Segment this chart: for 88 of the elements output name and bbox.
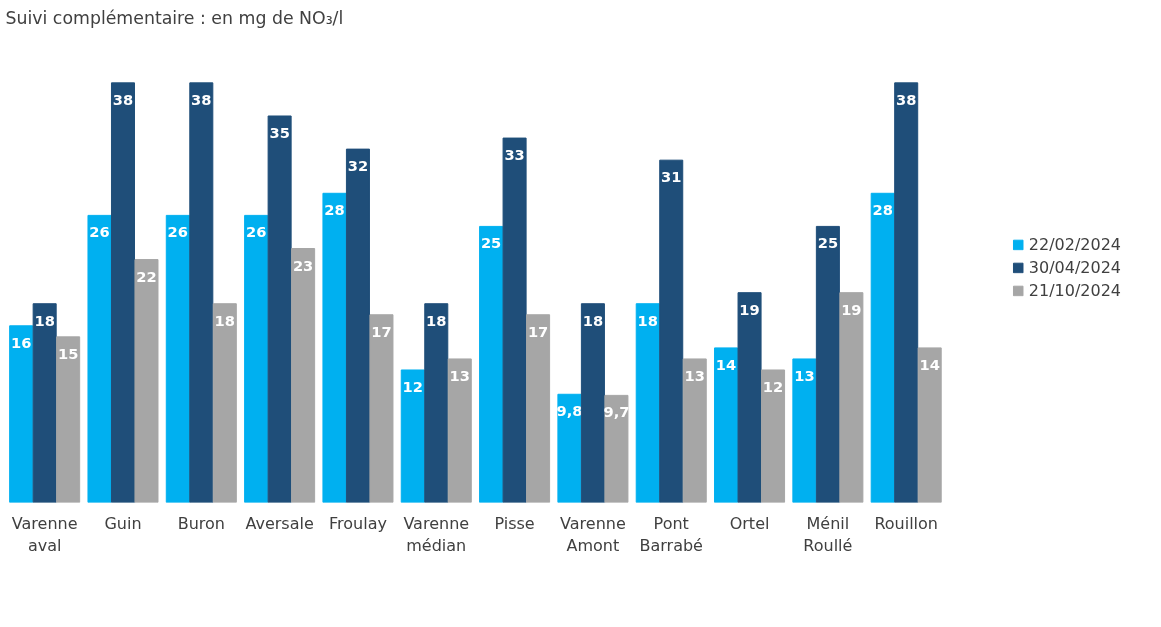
bar bbox=[502, 137, 527, 503]
data-label: 12 bbox=[762, 377, 784, 395]
data-label: 9,7 bbox=[603, 403, 630, 421]
bar bbox=[682, 358, 707, 503]
bar bbox=[291, 248, 316, 503]
data-label: 13 bbox=[794, 366, 815, 384]
data-label: 23 bbox=[292, 256, 314, 274]
bar bbox=[894, 82, 919, 503]
bar bbox=[761, 369, 786, 503]
bar bbox=[56, 336, 81, 503]
data-label: 13 bbox=[684, 366, 705, 384]
x-tick-label: Varenne médian bbox=[403, 513, 470, 556]
bar bbox=[557, 393, 582, 503]
data-label: 18 bbox=[426, 311, 447, 329]
data-label: 14 bbox=[715, 355, 737, 373]
bar bbox=[604, 394, 629, 503]
x-tick-label: Aversale bbox=[245, 513, 314, 533]
data-label: 26 bbox=[245, 223, 267, 241]
data-label: 38 bbox=[896, 90, 917, 108]
data-label: 18 bbox=[582, 311, 604, 329]
bar bbox=[400, 369, 425, 503]
bar bbox=[635, 303, 660, 503]
bar bbox=[134, 259, 159, 503]
data-label: 38 bbox=[112, 90, 134, 108]
data-label: 26 bbox=[89, 223, 110, 241]
data-label: 13 bbox=[449, 366, 470, 384]
x-tick-label: Froulay bbox=[328, 513, 387, 533]
data-label: 31 bbox=[661, 168, 682, 186]
data-label: 9,8 bbox=[556, 402, 583, 420]
data-label: 12 bbox=[402, 377, 423, 395]
bar bbox=[815, 225, 840, 503]
bar bbox=[580, 303, 605, 503]
x-tick-label: Buron bbox=[177, 513, 225, 533]
bar bbox=[345, 148, 370, 503]
bar bbox=[737, 292, 762, 503]
data-label: 15 bbox=[57, 344, 79, 362]
data-label: 18 bbox=[34, 311, 55, 329]
bar bbox=[424, 303, 449, 503]
data-label: 28 bbox=[324, 201, 345, 219]
data-label: 25 bbox=[817, 234, 839, 252]
data-label: 14 bbox=[919, 355, 940, 373]
data-label: 22 bbox=[136, 267, 157, 285]
bar bbox=[839, 292, 864, 503]
x-tick-label: Varenne aval bbox=[11, 513, 78, 556]
legend-label: 22/02/2024 bbox=[1028, 234, 1121, 254]
bar bbox=[792, 358, 817, 503]
x-tick-label: Rouillon bbox=[874, 513, 938, 533]
data-label: 16 bbox=[10, 333, 32, 351]
bar bbox=[322, 192, 347, 503]
bar bbox=[267, 115, 292, 503]
legend-label: 30/04/2024 bbox=[1028, 257, 1121, 277]
data-label: 17 bbox=[527, 322, 549, 340]
bar bbox=[244, 214, 269, 503]
bar bbox=[9, 325, 34, 503]
x-tick-label: Ménil Roullé bbox=[803, 513, 853, 556]
chart-title: Suivi complémentaire : en mg de NO₃/l bbox=[5, 7, 344, 28]
x-tick-label: Varenne Amont bbox=[560, 513, 626, 556]
data-label: 32 bbox=[347, 157, 369, 175]
data-label: 17 bbox=[371, 322, 392, 340]
bar bbox=[659, 159, 684, 503]
bar bbox=[189, 82, 214, 503]
data-label: 35 bbox=[269, 123, 290, 141]
data-label: 26 bbox=[167, 223, 189, 241]
bar bbox=[87, 214, 112, 503]
bar bbox=[714, 347, 739, 503]
x-tick-label: Pont Barrabé bbox=[639, 513, 703, 556]
bar bbox=[369, 314, 394, 503]
x-tick-label: Ortel bbox=[729, 513, 770, 533]
bar bbox=[212, 303, 237, 503]
data-label: 18 bbox=[214, 311, 236, 329]
bar bbox=[526, 314, 551, 503]
x-tick-label: Guin bbox=[104, 513, 142, 533]
bar bbox=[165, 214, 190, 503]
bar bbox=[32, 303, 57, 503]
data-label: 33 bbox=[504, 146, 525, 164]
bar bbox=[870, 192, 895, 503]
bar bbox=[479, 225, 504, 503]
data-label: 28 bbox=[872, 201, 893, 219]
bar bbox=[110, 82, 135, 503]
data-label: 19 bbox=[841, 300, 862, 318]
legend-label: 21/10/2024 bbox=[1028, 280, 1121, 300]
x-tick-label: Pisse bbox=[494, 513, 535, 533]
data-label: 19 bbox=[739, 300, 760, 318]
data-label: 38 bbox=[191, 90, 212, 108]
bar bbox=[447, 358, 472, 503]
bar bbox=[917, 347, 942, 503]
data-label: 18 bbox=[637, 311, 658, 329]
data-label: 25 bbox=[480, 234, 502, 252]
